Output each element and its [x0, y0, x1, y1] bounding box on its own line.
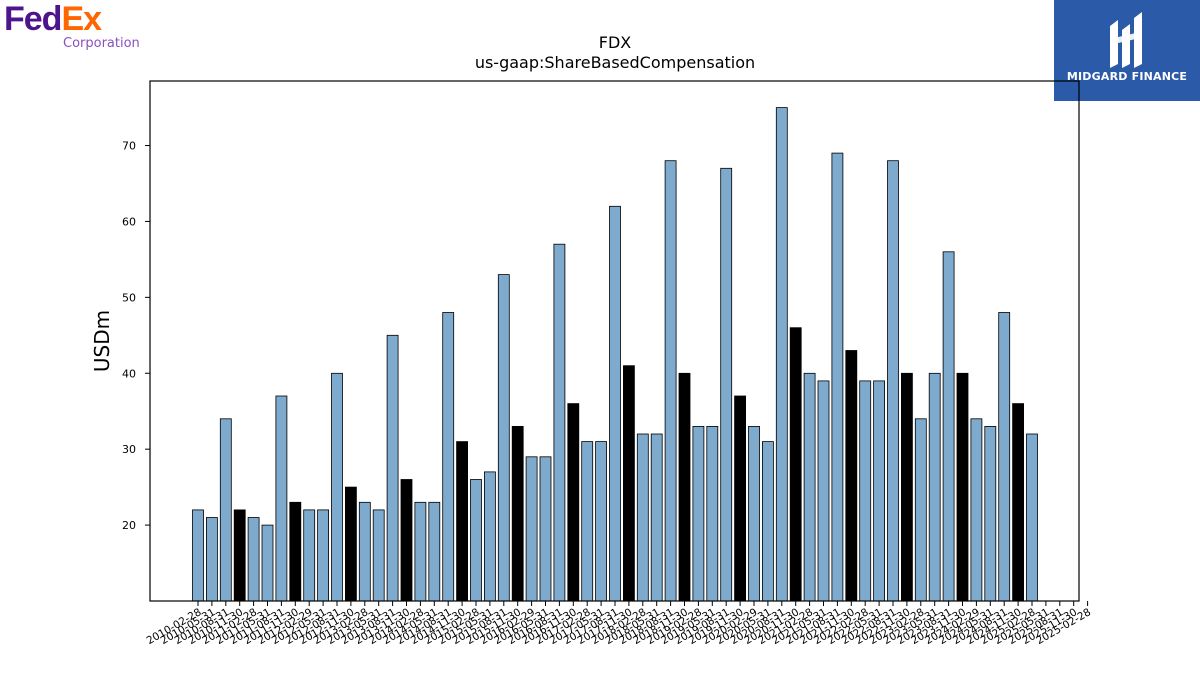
- bar: [442, 312, 455, 602]
- bar: [928, 372, 941, 602]
- bar: [456, 441, 469, 602]
- bar: [636, 433, 649, 602]
- bar: [289, 501, 302, 602]
- bar: [873, 380, 885, 602]
- bar: [428, 501, 441, 602]
- fedex-logo: FedEx Corporation: [4, 2, 144, 58]
- chart-subtitle: us-gaap:ShareBasedCompensation: [475, 53, 755, 72]
- bar: [734, 395, 746, 602]
- bar: [914, 418, 927, 602]
- bar: [525, 456, 538, 602]
- bar: [261, 524, 274, 602]
- y-tick-label: 20: [122, 519, 136, 532]
- x-ticks-group: 2010-02-282010-05-312010-08-312010-11-30…: [145, 601, 1093, 647]
- bar: [567, 403, 580, 602]
- bar: [984, 425, 997, 602]
- bar: [720, 167, 733, 602]
- bar: [998, 312, 1011, 602]
- y-ticks-group: 20 30 40 50 60 70: [122, 140, 150, 532]
- chart-title: FDX: [599, 33, 632, 52]
- bar: [539, 456, 552, 602]
- y-tick-label: 50: [122, 291, 136, 304]
- bar: [470, 479, 482, 602]
- y-tick-label: 40: [122, 367, 136, 380]
- bar: [317, 509, 330, 602]
- bar: [497, 274, 510, 602]
- bar: [400, 479, 413, 602]
- bars-group: [192, 107, 1038, 602]
- bar: [859, 380, 872, 602]
- bar: [789, 327, 802, 602]
- logo-subtitle: Corporation: [63, 36, 140, 51]
- bar: [1026, 433, 1038, 602]
- logo-fed: Fed: [4, 0, 62, 38]
- watermark-text: MIDGARD FINANCE: [1066, 70, 1188, 83]
- bar: [762, 441, 774, 602]
- bar: [942, 251, 955, 602]
- bar: [233, 509, 246, 602]
- bar: [581, 441, 594, 602]
- bar: [706, 425, 719, 602]
- bar: [358, 501, 371, 602]
- bar: [678, 372, 691, 602]
- bar: [219, 418, 232, 602]
- plot-frame: [149, 80, 1080, 602]
- bar: [303, 509, 316, 602]
- y-tick-label: 60: [122, 215, 136, 228]
- bar: [887, 160, 899, 602]
- bar: [511, 425, 524, 602]
- bar: [775, 107, 788, 602]
- bar: [803, 372, 816, 602]
- bar: [372, 509, 385, 602]
- logo-ex: Ex: [61, 0, 102, 38]
- bar: [247, 517, 260, 602]
- bar: [664, 160, 677, 602]
- bar: [192, 509, 204, 602]
- bar: [1012, 403, 1024, 602]
- bar: [956, 372, 969, 602]
- bar: [692, 425, 705, 602]
- midgard-finance-logo: MIDGARD FINANCE: [1054, 0, 1200, 101]
- midgard-emblem-icon: [1110, 12, 1142, 68]
- bar: [331, 372, 343, 602]
- y-tick-label: 70: [122, 140, 136, 153]
- bar: [414, 501, 427, 602]
- y-tick-label: 30: [122, 443, 136, 456]
- bar: [748, 425, 760, 602]
- bar: [344, 486, 357, 602]
- bar: [386, 334, 399, 602]
- bar: [483, 471, 496, 602]
- logo-wordmark: FedEx: [4, 2, 144, 36]
- bar: [817, 380, 830, 602]
- bar: [609, 205, 621, 602]
- bar: [205, 517, 218, 602]
- bar: [275, 395, 288, 602]
- y-axis-label: USDm: [90, 310, 114, 372]
- bar: [595, 441, 607, 602]
- bar: [901, 372, 913, 602]
- bar: [650, 433, 663, 602]
- bar: [831, 152, 844, 602]
- bar: [970, 418, 983, 602]
- bar: [553, 243, 566, 602]
- bar: [845, 350, 858, 602]
- bar: [623, 365, 635, 602]
